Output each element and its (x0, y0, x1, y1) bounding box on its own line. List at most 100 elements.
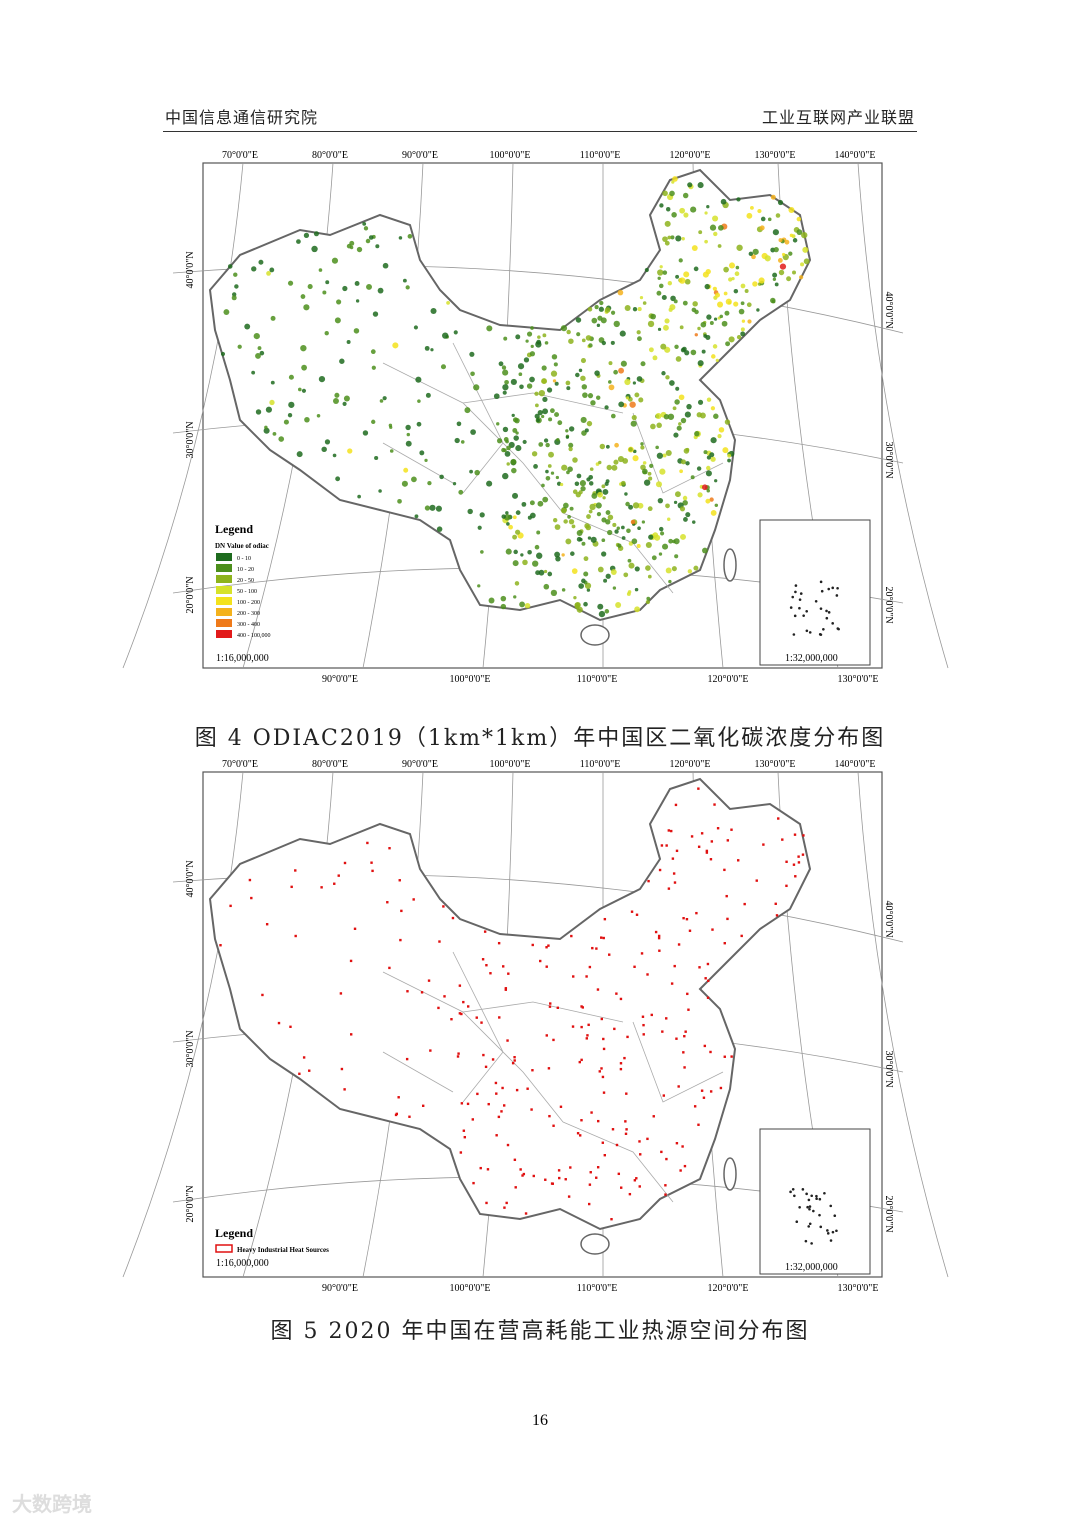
heat-source (698, 966, 701, 969)
emission-pixel (740, 327, 745, 332)
emission-pixel (318, 375, 326, 383)
emission-pixel (704, 283, 710, 290)
emission-pixel (533, 464, 538, 469)
emission-pixel (747, 319, 752, 324)
emission-pixel (632, 449, 637, 454)
emission-pixel (652, 355, 658, 361)
emission-pixel (774, 282, 779, 287)
emission-pixel (650, 313, 656, 320)
island (822, 627, 825, 631)
emission-pixel (486, 480, 493, 487)
emission-pixel (668, 307, 673, 312)
heat-source (673, 881, 677, 884)
island (791, 1188, 795, 1191)
heat-source (697, 787, 700, 790)
heat-source (630, 910, 634, 913)
heat-source (709, 1050, 712, 1054)
emission-pixel (770, 297, 776, 304)
heat-source (302, 1056, 306, 1059)
emission-pixel (690, 206, 697, 213)
island (794, 590, 797, 594)
emission-pixel (427, 480, 432, 486)
emission-pixel (288, 374, 294, 380)
emission-pixel (610, 413, 616, 419)
top-tick-label: 80°0'0"E (312, 759, 348, 770)
emission-pixel (657, 327, 662, 331)
emission-pixel (702, 271, 709, 278)
heat-source (545, 1034, 548, 1037)
heat-source (794, 875, 797, 878)
heat-source (526, 1087, 529, 1090)
emission-pixel (501, 365, 507, 370)
emission-pixel (365, 238, 371, 244)
heat-source (590, 1111, 593, 1114)
top-tick-label: 110°0'0"E (580, 759, 621, 770)
emission-pixel (727, 458, 731, 463)
emission-pixel (639, 296, 644, 300)
emission-pixel (519, 601, 525, 608)
top-tick-label: 80°0'0"E (312, 150, 348, 161)
emission-pixel (662, 270, 668, 275)
emission-pixel (736, 197, 741, 202)
emission-pixel (671, 212, 677, 218)
legend-label: 300 - 400 (237, 622, 260, 628)
heat-source (567, 1195, 571, 1198)
emission-pixel (537, 410, 543, 416)
emission-pixel (570, 551, 575, 556)
emission-pixel (580, 375, 586, 382)
emission-pixel (679, 469, 683, 474)
emission-pixel (597, 491, 603, 498)
emission-pixel (257, 346, 262, 351)
emission-pixel (664, 318, 670, 324)
heat-source (671, 857, 675, 860)
heat-source (619, 1062, 623, 1065)
emission-pixel (506, 445, 511, 451)
emission-pixel (662, 453, 667, 458)
emission-pixel (581, 578, 586, 584)
emission-pixel (727, 453, 732, 458)
heat-source (730, 1055, 733, 1058)
emission-pixel (712, 286, 717, 291)
emission-pixel (255, 409, 262, 415)
heat-source (462, 1000, 465, 1004)
emission-pixel (683, 271, 690, 278)
emission-pixel (521, 501, 527, 507)
heat-source (399, 938, 402, 942)
island (829, 1239, 833, 1242)
emission-pixel (545, 469, 549, 474)
heat-source (626, 1035, 629, 1039)
emission-pixel (602, 496, 606, 500)
emission-pixel (349, 245, 354, 250)
emission-pixel (691, 245, 698, 252)
emission-pixel (803, 258, 810, 265)
emission-pixel (699, 412, 706, 419)
emission-pixel (698, 230, 703, 235)
emission-pixel (668, 579, 672, 584)
heat-source (588, 1183, 592, 1186)
emission-pixel (534, 391, 539, 396)
emission-pixel (362, 430, 369, 436)
emission-pixel (342, 401, 347, 406)
emission-pixel (512, 560, 519, 567)
heat-source (580, 1058, 583, 1062)
island (833, 1214, 837, 1218)
heat-source (657, 934, 661, 938)
island (789, 606, 793, 609)
heat-source (654, 930, 658, 934)
emission-pixel (659, 526, 664, 532)
emission-pixel (576, 473, 582, 479)
heat-source (521, 1174, 524, 1177)
emission-pixel (480, 550, 484, 554)
emission-pixel (569, 506, 574, 511)
bottom-tick-label: 90°0'0"E (322, 1283, 358, 1294)
island (820, 589, 824, 593)
emission-pixel (638, 397, 644, 403)
emission-pixel (535, 570, 541, 576)
heat-source (466, 1005, 470, 1008)
emission-pixel (554, 412, 560, 418)
emission-pixel (424, 505, 431, 511)
emission-pixel (610, 340, 615, 345)
heat-source (229, 904, 232, 908)
emission-pixel (382, 262, 389, 269)
emission-pixel (382, 396, 387, 401)
